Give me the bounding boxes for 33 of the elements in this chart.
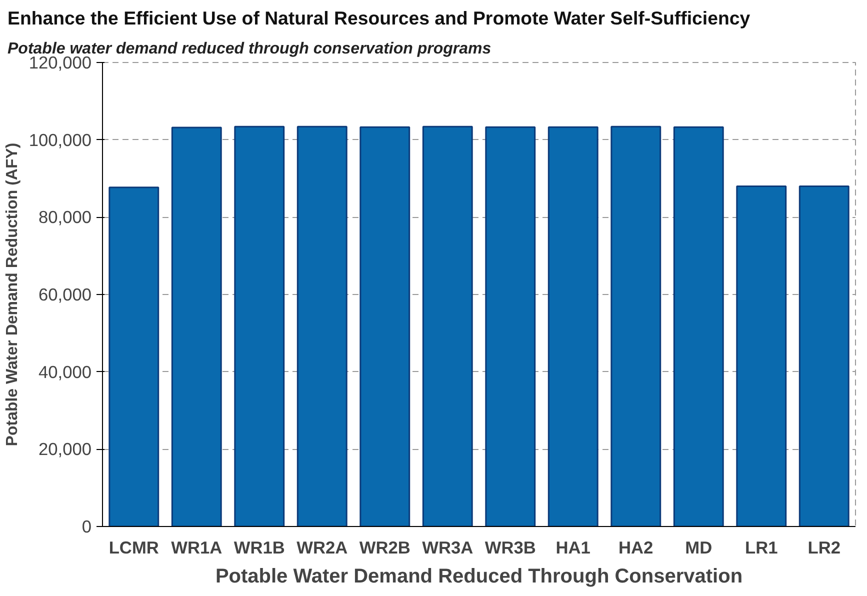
x-tick-label: LCMR (108, 538, 160, 558)
bar (673, 126, 724, 526)
bar (736, 185, 787, 526)
x-tick-label: WR2B (359, 538, 410, 558)
y-tick-label: 80,000 (38, 207, 92, 228)
x-axis-title: Potable Water Demand Reduced Through Conservation (215, 566, 743, 588)
x-tick-label: WR3B (484, 538, 536, 558)
bar (610, 126, 662, 526)
bar (296, 126, 348, 526)
y-tick-label: 100,000 (28, 130, 92, 150)
y-tick-label: 40,000 (38, 362, 92, 382)
x-tick-label: HA2 (618, 538, 654, 558)
x-tick-label: WR2A (296, 538, 348, 558)
x-tick-label: LR1 (745, 538, 778, 558)
bar (422, 126, 473, 526)
x-tick-label: HA1 (556, 538, 591, 558)
y-tick-label: 20,000 (38, 439, 92, 460)
bar (360, 126, 410, 526)
bar (171, 126, 222, 526)
x-tick-label: LR2 (808, 538, 841, 558)
bar (485, 126, 536, 526)
chart-title: Enhance the Efficient Use of Natural Resources and Promote Water Self-Sufficiency (8, 8, 751, 28)
y-axis-title: Potable Water Demand Reduction (AFY) (4, 142, 21, 446)
x-tick-label: WR1B (234, 538, 285, 558)
x-tick-label: WR3A (422, 538, 474, 558)
x-tick-label: WR1A (171, 538, 223, 558)
bar (548, 126, 598, 526)
bar (108, 186, 160, 526)
bar (798, 185, 850, 526)
y-tick-label: 0 (82, 516, 92, 536)
y-tick-label: 60,000 (38, 284, 92, 304)
x-tick-label: MD (685, 538, 712, 558)
bar (234, 126, 285, 526)
